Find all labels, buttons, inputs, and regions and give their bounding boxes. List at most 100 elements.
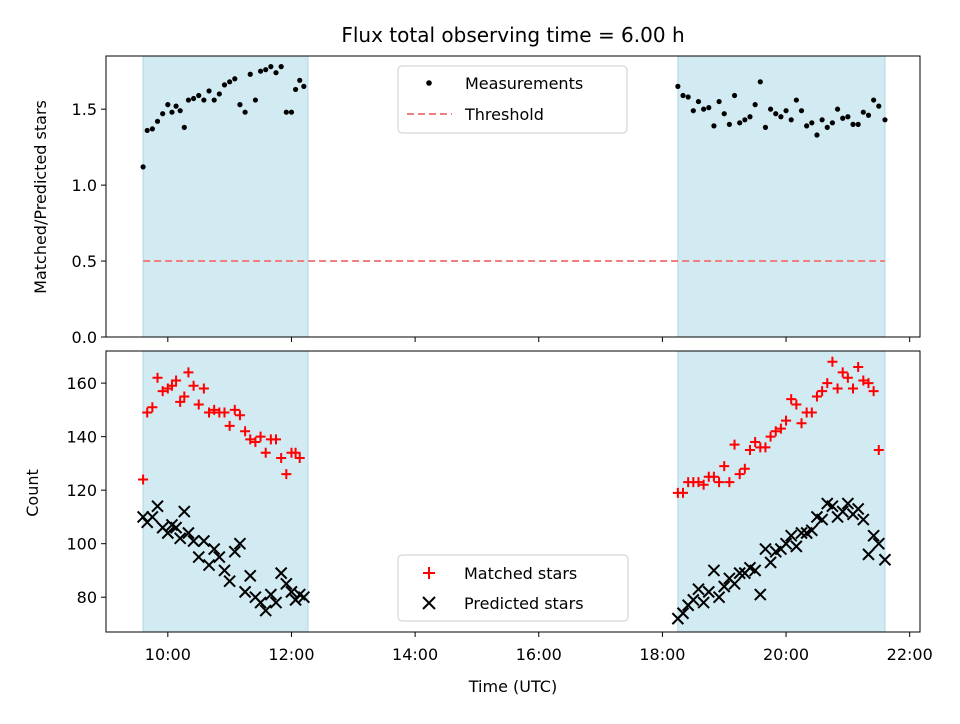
measurements-point	[216, 91, 222, 97]
count-xtick-label: 14:00	[392, 645, 438, 664]
measurements-point	[793, 97, 799, 103]
measurements-point	[798, 108, 805, 114]
predicted-stars-point	[228, 545, 242, 558]
count-xtick-label: 22:00	[887, 645, 933, 664]
measurements-point	[767, 106, 774, 112]
measurements-point	[221, 82, 228, 88]
predicted-stars-point	[815, 513, 829, 526]
legend-measurements-marker	[426, 80, 432, 86]
measurements-point	[706, 105, 712, 111]
predicted-stars-point	[192, 550, 205, 564]
measurements-point	[752, 102, 758, 108]
measurements-point	[201, 97, 207, 103]
matched-stars-point	[858, 375, 869, 386]
predicted-stars-point	[697, 596, 710, 609]
count-observing-window-1	[677, 350, 886, 633]
predicted-stars-point	[182, 526, 195, 540]
matched-stars-point	[147, 402, 158, 413]
matched-stars-point	[832, 383, 843, 394]
predicted-stars-point	[733, 566, 746, 580]
legend-matched-label: Matched stars	[464, 564, 577, 583]
measurements-point	[301, 83, 307, 89]
predicted-stars-point	[280, 577, 293, 591]
predicted-stars-point	[233, 537, 247, 550]
matched-stars-point	[281, 469, 292, 480]
measurements-point	[840, 115, 846, 121]
matched-stars-point	[250, 436, 261, 447]
measurements-point	[876, 103, 882, 109]
matched-stars-point	[271, 434, 282, 445]
count-axes-frame	[105, 350, 921, 633]
measurements-point	[232, 76, 238, 82]
count-ytick-label: 80	[77, 588, 97, 607]
ratio-ytick-label: 1.0	[72, 176, 97, 195]
predicted-stars-point	[285, 585, 298, 599]
ratio-ylabel: Matched/Predicted stars	[31, 100, 50, 294]
measurements-point	[731, 92, 738, 99]
predicted-stars-point	[779, 537, 793, 550]
matched-stars-point	[678, 487, 689, 498]
matched-stars-point	[724, 477, 735, 488]
predicted-stars-point	[687, 593, 700, 607]
measurements-point	[726, 121, 732, 127]
matched-stars-point	[853, 362, 864, 373]
count-xtick-label: 16:00	[516, 645, 562, 664]
predicted-stars-point	[851, 502, 865, 516]
predicted-stars-point	[712, 591, 726, 604]
predicted-stars-point	[269, 596, 283, 609]
predicted-stars-point	[187, 534, 200, 548]
ratio-panel: 0.0 0.5 1.0 1.5	[72, 55, 921, 347]
matched-stars-point	[179, 391, 190, 402]
predicted-stars-point	[764, 556, 777, 569]
matched-stars-point	[294, 453, 305, 464]
predicted-stars-point	[254, 596, 267, 609]
predicted-stars-point	[805, 524, 819, 537]
measurements-point	[855, 121, 861, 127]
measurements-point	[149, 126, 155, 132]
measurements-point	[173, 103, 179, 109]
predicted-stars-point	[259, 604, 272, 617]
matched-stars-point	[142, 407, 153, 418]
measurements-point	[804, 123, 810, 129]
measurements-point	[190, 95, 197, 102]
predicted-stars-point	[202, 558, 216, 572]
predicted-stars-point	[784, 529, 798, 542]
matched-stars-point	[729, 439, 740, 450]
count-ytick-label: 120	[66, 481, 97, 500]
measurements-point	[788, 117, 794, 123]
measurements-point	[297, 77, 303, 83]
matched-stars-point	[750, 436, 761, 447]
measurements-point	[757, 79, 763, 85]
count-xtick-label: 12:00	[268, 645, 314, 664]
predicted-stars-point	[207, 542, 221, 556]
measurements-point	[716, 98, 722, 105]
predicted-stars-point	[707, 564, 721, 577]
matched-stars-point	[698, 479, 709, 490]
measurements-point	[268, 64, 274, 70]
ratio-legend: Measurements Threshold	[397, 65, 628, 134]
matched-stars-point	[708, 471, 719, 482]
measurements-point	[247, 71, 253, 77]
predicted-stars-point	[718, 580, 731, 593]
predicted-stars-point	[692, 582, 705, 596]
measurements-point	[778, 114, 784, 120]
measurements-point	[227, 79, 233, 85]
count-legend: Matched stars Predicted stars	[397, 554, 629, 622]
measurements-point	[237, 102, 243, 108]
measurements-point	[211, 97, 217, 103]
matched-stars-point	[765, 431, 776, 442]
predicted-stars-point	[795, 526, 808, 540]
predicted-stars-point	[754, 588, 767, 601]
legend-measurements-label: Measurements	[465, 74, 583, 93]
matched-stars-point	[863, 378, 874, 389]
ratio-legend-frame	[397, 65, 628, 134]
matched-stars-point	[157, 386, 168, 397]
matched-stars-point	[786, 394, 797, 405]
measurements-point	[206, 88, 212, 94]
predicted-stars-point	[857, 513, 870, 526]
matched-stars-point	[183, 367, 194, 378]
measurements-point	[762, 124, 769, 130]
predicted-stars-point	[178, 505, 191, 518]
matched-stars-point	[827, 356, 838, 367]
predicted-stars-point	[274, 566, 288, 580]
